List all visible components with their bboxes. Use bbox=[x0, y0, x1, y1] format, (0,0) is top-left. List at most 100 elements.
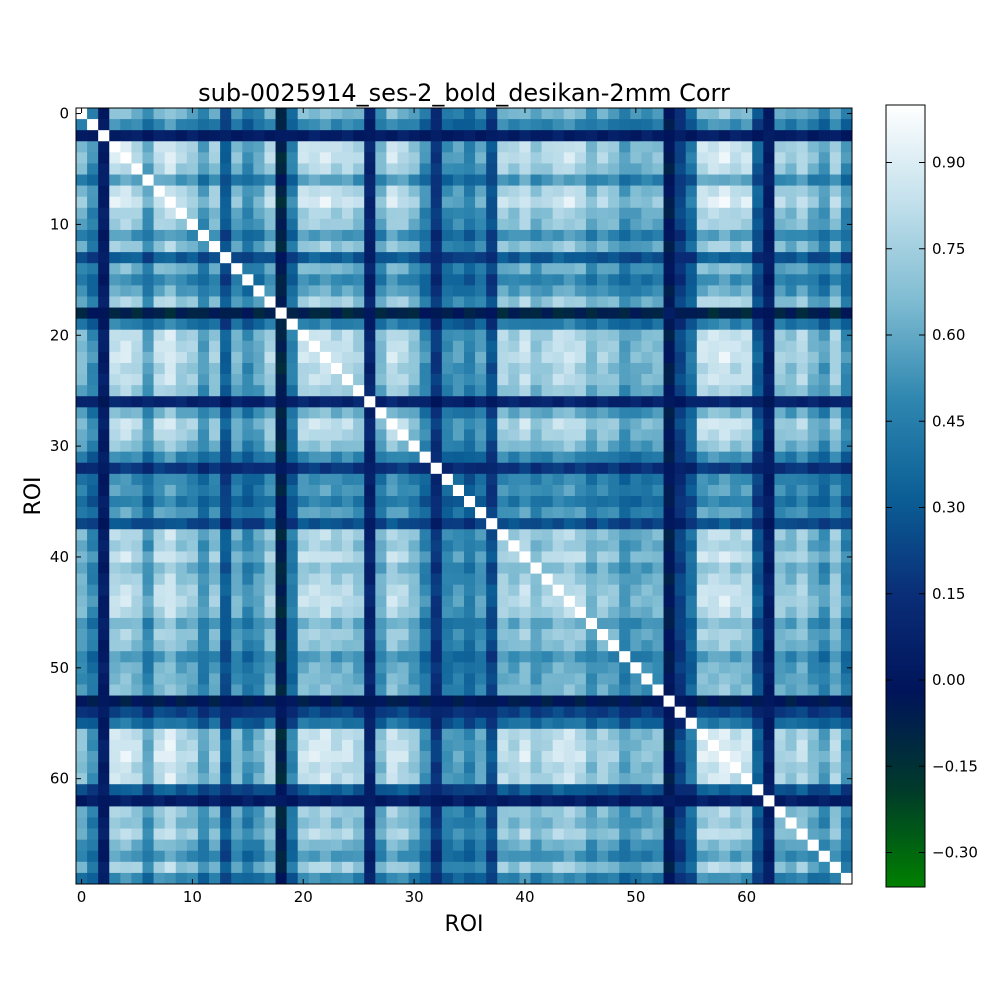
heatmap-cell bbox=[818, 795, 831, 807]
heatmap-cell bbox=[131, 872, 143, 885]
heatmap-cell bbox=[741, 728, 753, 741]
heatmap-cell bbox=[209, 340, 221, 353]
heatmap-cell bbox=[142, 584, 154, 597]
heatmap-cell bbox=[574, 728, 587, 741]
heatmap-cell bbox=[718, 573, 731, 586]
heatmap-cell bbox=[685, 473, 698, 486]
heatmap-cell bbox=[730, 484, 742, 497]
heatmap-cell bbox=[574, 163, 587, 175]
heatmap-cell bbox=[541, 207, 554, 220]
heatmap-cell bbox=[87, 551, 99, 563]
heatmap-cell bbox=[319, 241, 332, 253]
heatmap-cell bbox=[619, 318, 631, 331]
heatmap-cell bbox=[807, 318, 820, 331]
heatmap-cell bbox=[796, 174, 809, 186]
heatmap-cell bbox=[430, 806, 443, 818]
heatmap-cell bbox=[530, 717, 542, 730]
heatmap-cell bbox=[408, 274, 421, 286]
heatmap-cell bbox=[430, 396, 443, 408]
heatmap-cell bbox=[264, 407, 276, 419]
heatmap-cell bbox=[286, 750, 299, 763]
heatmap-cell bbox=[752, 606, 764, 619]
heatmap-cell bbox=[774, 451, 786, 464]
heatmap-cell bbox=[131, 540, 143, 552]
heatmap-cell bbox=[563, 185, 576, 198]
heatmap-cell bbox=[441, 484, 454, 497]
heatmap-cell bbox=[231, 296, 243, 308]
heatmap-cell bbox=[264, 340, 276, 353]
heatmap-cell bbox=[530, 773, 542, 785]
heatmap-cell bbox=[330, 307, 343, 319]
heatmap-cell bbox=[253, 163, 265, 175]
heatmap-cell bbox=[452, 218, 465, 231]
heatmap-cell bbox=[707, 152, 720, 164]
heatmap-cell bbox=[741, 407, 753, 419]
heatmap-cell bbox=[375, 551, 387, 563]
heatmap-cell bbox=[441, 507, 454, 519]
heatmap-cell bbox=[153, 296, 166, 308]
heatmap-cell bbox=[475, 773, 487, 785]
heatmap-cell bbox=[652, 407, 664, 419]
heatmap-cell bbox=[386, 141, 398, 153]
heatmap-cell bbox=[87, 584, 99, 597]
heatmap-cell bbox=[641, 141, 653, 153]
heatmap-cell bbox=[330, 562, 343, 574]
heatmap-cell bbox=[652, 872, 664, 885]
heatmap-cell bbox=[131, 762, 143, 774]
heatmap-cell bbox=[818, 518, 831, 530]
heatmap-cell bbox=[430, 540, 443, 552]
heatmap-cell bbox=[818, 728, 831, 741]
heatmap-cell bbox=[87, 163, 99, 175]
heatmap-cell bbox=[186, 484, 199, 497]
heatmap-cell bbox=[619, 362, 631, 375]
heatmap-cell bbox=[785, 706, 797, 719]
heatmap-cell bbox=[486, 407, 498, 419]
heatmap-cell bbox=[674, 595, 687, 608]
heatmap-cell bbox=[807, 784, 820, 796]
heatmap-cell bbox=[475, 540, 487, 552]
heatmap-cell bbox=[763, 507, 775, 519]
heatmap-cell bbox=[541, 285, 554, 297]
heatmap-cell bbox=[497, 662, 509, 674]
heatmap-cell bbox=[342, 640, 354, 652]
heatmap-cell bbox=[818, 529, 831, 541]
heatmap-cell bbox=[186, 318, 199, 331]
heatmap-cell bbox=[718, 806, 731, 818]
heatmap-cell bbox=[763, 673, 775, 685]
heatmap-cell bbox=[297, 717, 310, 730]
heatmap-cell bbox=[253, 584, 265, 597]
heatmap-cell bbox=[685, 119, 698, 131]
heatmap-cell bbox=[197, 617, 210, 630]
heatmap-cell bbox=[109, 617, 121, 630]
heatmap-cell bbox=[131, 152, 143, 164]
heatmap-cell bbox=[242, 229, 254, 242]
heatmap-cell bbox=[608, 706, 620, 719]
heatmap-cell bbox=[364, 263, 376, 275]
heatmap-cell bbox=[231, 717, 243, 730]
heatmap-cell bbox=[452, 307, 465, 319]
heatmap-cell bbox=[574, 739, 587, 752]
heatmap-cell bbox=[774, 606, 786, 619]
heatmap-cell bbox=[608, 784, 620, 796]
heatmap-cell bbox=[131, 318, 143, 331]
heatmap-cell bbox=[264, 684, 276, 696]
heatmap-cell bbox=[807, 828, 820, 841]
heatmap-cell bbox=[87, 263, 99, 275]
heatmap-cell bbox=[131, 784, 143, 796]
heatmap-cell bbox=[220, 351, 232, 364]
heatmap-cell bbox=[508, 374, 520, 386]
heatmap-cell bbox=[619, 374, 631, 386]
heatmap-cell bbox=[475, 418, 487, 430]
heatmap-cell bbox=[741, 263, 753, 275]
heatmap-cell bbox=[829, 640, 842, 652]
heatmap-cell bbox=[464, 606, 476, 619]
heatmap-cell bbox=[408, 307, 421, 319]
heatmap-cell bbox=[353, 662, 365, 674]
heatmap-cell bbox=[807, 706, 820, 719]
heatmap-cell bbox=[818, 817, 831, 829]
heatmap-cell bbox=[131, 108, 143, 120]
heatmap-cell bbox=[774, 351, 786, 364]
heatmap-cell bbox=[175, 484, 188, 497]
heatmap-cell bbox=[87, 374, 99, 386]
